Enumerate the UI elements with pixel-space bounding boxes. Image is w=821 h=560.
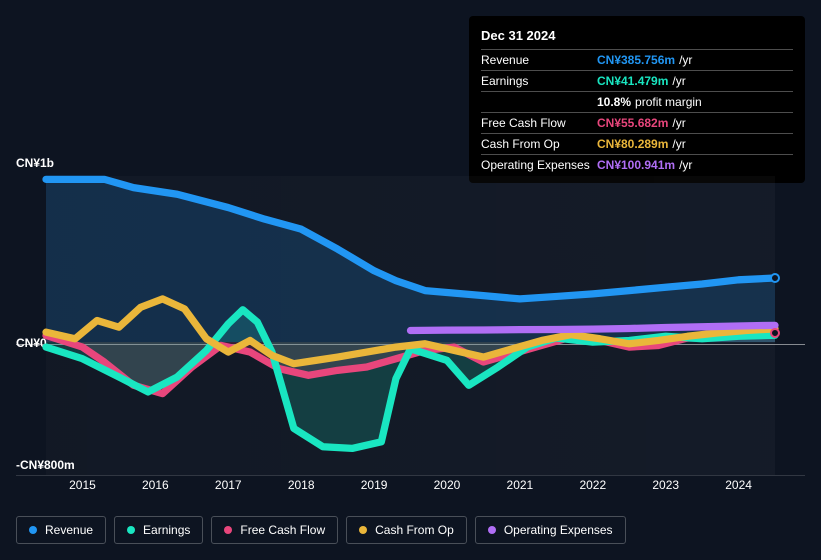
legend-item-cfo[interactable]: Cash From Op [346, 516, 467, 544]
x-axis-tick: 2018 [265, 478, 338, 498]
legend-label: Free Cash Flow [240, 523, 325, 537]
tooltip-row: Free Cash FlowCN¥55.682m/yr [481, 112, 793, 133]
x-axis-tick: 2022 [556, 478, 629, 498]
legend-label: Revenue [45, 523, 93, 537]
tooltip-row-label: Earnings [481, 74, 597, 88]
tooltip-row-value-wrap: CN¥41.479m/yr [597, 74, 686, 88]
x-axis-tick: 2015 [46, 478, 119, 498]
legend-item-earnings[interactable]: Earnings [114, 516, 203, 544]
tooltip-row-label [481, 95, 597, 109]
tooltip-row-unit: /yr [672, 116, 685, 130]
plot-area[interactable] [16, 176, 805, 476]
tooltip-row-label: Cash From Op [481, 137, 597, 151]
tooltip-row-value: CN¥80.289m [597, 137, 668, 151]
legend-item-opex[interactable]: Operating Expenses [475, 516, 626, 544]
x-axis: 2015201620172018201920202021202220232024 [46, 478, 775, 498]
tooltip-row-value-wrap: CN¥385.756m/yr [597, 53, 692, 67]
tooltip-row-label: Revenue [481, 53, 597, 67]
tooltip-row-unit: /yr [679, 53, 692, 67]
chart-legend: Revenue Earnings Free Cash Flow Cash From O… [16, 516, 626, 544]
legend-dot-icon [488, 526, 496, 534]
tooltip-row-value: 10.8% [597, 95, 631, 109]
legend-dot-icon [127, 526, 135, 534]
end-marker-revenue [770, 273, 780, 283]
tooltip-row-value-wrap: CN¥55.682m/yr [597, 116, 686, 130]
x-axis-tick: 2021 [483, 478, 556, 498]
legend-label: Earnings [143, 523, 190, 537]
legend-label: Operating Expenses [504, 523, 613, 537]
chart-svg [46, 176, 775, 475]
series-area-revenue [46, 179, 775, 342]
x-axis-tick: 2024 [702, 478, 775, 498]
tooltip-row: EarningsCN¥41.479m/yr [481, 70, 793, 91]
legend-dot-icon [224, 526, 232, 534]
tooltip-row: Cash From OpCN¥80.289m/yr [481, 133, 793, 154]
tooltip-row-unit: /yr [672, 137, 685, 151]
plot-background [46, 176, 775, 475]
tooltip-row-unit: /yr [672, 74, 685, 88]
tooltip-row-value-wrap: 10.8% profit margin [597, 95, 702, 109]
end-marker-fcf [770, 328, 780, 338]
legend-item-fcf[interactable]: Free Cash Flow [211, 516, 338, 544]
financial-chart: CN¥1b CN¥0 -CN¥800m 20152016201720182019… [16, 158, 805, 500]
tooltip-row-value: CN¥55.682m [597, 116, 668, 130]
x-axis-tick: 2016 [119, 478, 192, 498]
tooltip-row-value: CN¥385.756m [597, 53, 675, 67]
legend-item-revenue[interactable]: Revenue [16, 516, 106, 544]
tooltip-row-unit: profit margin [635, 95, 702, 109]
y-axis-max-label: CN¥1b [16, 156, 54, 170]
tooltip-row-value-wrap: CN¥80.289m/yr [597, 137, 686, 151]
x-axis-tick: 2023 [629, 478, 702, 498]
x-axis-tick: 2019 [338, 478, 411, 498]
x-axis-tick: 2020 [411, 478, 484, 498]
legend-dot-icon [359, 526, 367, 534]
tooltip-row-label: Free Cash Flow [481, 116, 597, 130]
tooltip-row: RevenueCN¥385.756m/yr [481, 49, 793, 70]
tooltip-date: Dec 31 2024 [481, 24, 793, 49]
tooltip-row: 10.8% profit margin [481, 91, 793, 112]
tooltip-row-value: CN¥41.479m [597, 74, 668, 88]
x-axis-tick: 2017 [192, 478, 265, 498]
legend-label: Cash From Op [375, 523, 454, 537]
legend-dot-icon [29, 526, 37, 534]
